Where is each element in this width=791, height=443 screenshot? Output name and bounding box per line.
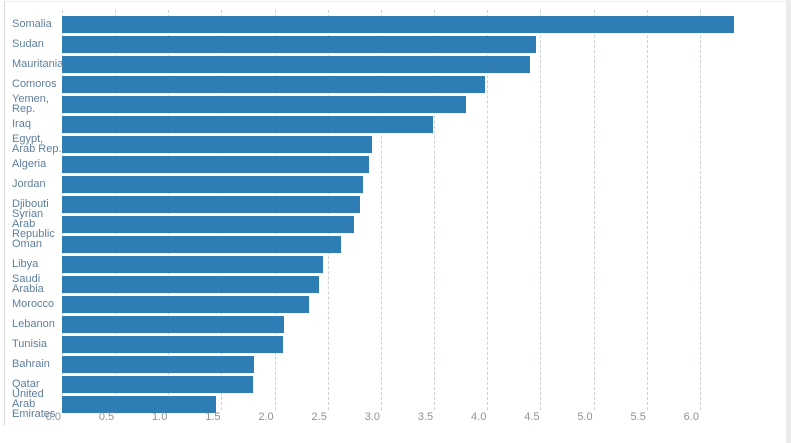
gridline [699, 10, 701, 410]
category-label: Saudi Arabia [12, 273, 44, 295]
x-axis-tick-label: 4.5 [524, 411, 540, 423]
category-label: Jordan [12, 178, 46, 190]
bar[interactable] [62, 135, 373, 153]
bar[interactable] [62, 35, 537, 53]
bar[interactable] [62, 95, 467, 113]
bar[interactable] [62, 335, 284, 353]
bar[interactable] [62, 275, 320, 293]
panel-border-top [4, 1, 786, 2]
category-label: Oman [12, 238, 42, 250]
bar[interactable] [62, 395, 217, 413]
category-label: Mauritania [12, 58, 64, 70]
bar[interactable] [62, 195, 360, 213]
category-label: Djibouti [12, 198, 49, 210]
x-axis-tick-label: 0.0 [45, 411, 61, 423]
category-label: Lebanon [12, 318, 55, 330]
category-label: Iraq [12, 118, 31, 130]
bar[interactable] [62, 215, 355, 233]
x-axis-tick-label: 0.5 [98, 411, 115, 423]
category-label: Algeria [12, 158, 47, 170]
x-axis-tick-label: 1.5 [205, 411, 221, 423]
bar[interactable] [62, 315, 285, 333]
scrollbar-track [786, 0, 791, 443]
x-axis-tick-label: 1.0 [152, 411, 168, 423]
x-axis-tick-label: 5.0 [577, 411, 593, 423]
x-axis-tick-label: 2.0 [258, 411, 274, 423]
gridline [487, 10, 489, 410]
category-label: Syrian Arab Republic [12, 208, 55, 240]
category-label: Somalia [12, 18, 52, 30]
panel-border-left [4, 1, 5, 426]
bar[interactable] [62, 75, 486, 93]
bar[interactable] [62, 55, 530, 73]
x-axis-tick-label: 3.5 [417, 411, 434, 423]
bar[interactable] [62, 295, 309, 313]
bar[interactable] [62, 175, 363, 193]
category-label: Yemen, Rep. [12, 93, 49, 115]
category-label: Comoros [12, 78, 57, 90]
bar[interactable] [62, 115, 434, 133]
x-axis-tick-label: 2.5 [311, 411, 327, 423]
category-label: Egypt, Arab Rep. [12, 133, 62, 155]
category-label: United Arab Emirates [12, 388, 56, 420]
gridline [380, 10, 382, 410]
gridline [646, 10, 648, 410]
category-label: Libya [12, 258, 39, 270]
bar[interactable] [62, 155, 370, 173]
category-label: Bahrain [12, 358, 50, 370]
bar[interactable] [62, 355, 255, 373]
category-label: Sudan [12, 38, 44, 50]
category-label: Morocco [12, 298, 55, 310]
bar[interactable] [62, 235, 341, 253]
category-label: Tunisia [12, 338, 48, 350]
gridline [593, 10, 595, 410]
bar[interactable] [62, 15, 734, 33]
bar[interactable] [62, 255, 323, 273]
bar[interactable] [62, 375, 254, 393]
x-axis-tick-label: 4.0 [471, 411, 487, 423]
x-axis-tick-label: 6.0 [683, 411, 699, 423]
gridline [434, 10, 436, 410]
gridline [540, 10, 542, 410]
x-axis-tick-label: 3.0 [364, 411, 380, 423]
x-axis-tick-label: 5.5 [630, 411, 646, 423]
category-label: Qatar [12, 378, 40, 390]
